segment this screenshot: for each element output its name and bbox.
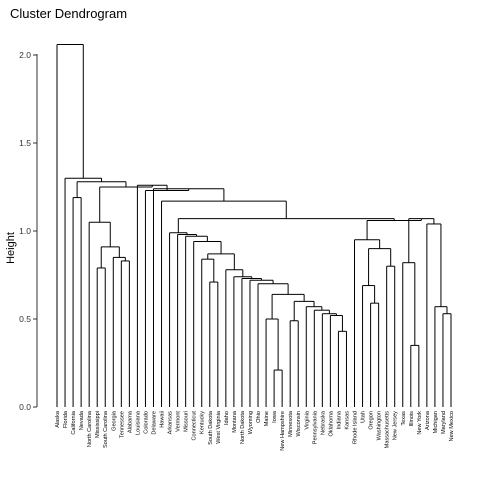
leaf-label: Pennsylvania	[312, 410, 318, 444]
leaf-label: Massachusetts	[385, 411, 391, 449]
y-tick-label-1: 0.5	[19, 314, 31, 324]
chart-title: Cluster Dendrogram	[10, 6, 127, 21]
leaf-label: California	[71, 410, 77, 435]
y-axis-label: Height	[5, 232, 17, 264]
leaf-label: Wyoming	[248, 411, 254, 434]
y-tick-label-0: 0.0	[19, 402, 31, 412]
leaf-label: New Jersey	[393, 411, 399, 440]
leaf-label: North Carolina	[87, 410, 93, 447]
leaf-label: Rhode Island	[353, 411, 359, 444]
leaf-label: Virginia	[304, 410, 310, 429]
leaf-label: West Virginia	[216, 410, 222, 444]
leaf-label: Arizona	[425, 410, 431, 430]
dendrogram-tree	[56, 43, 452, 407]
leaf-label: Oklahoma	[328, 410, 334, 436]
leaf-label: Maryland	[441, 411, 447, 434]
leaf-label: North Dakota	[240, 410, 246, 444]
y-tick-label-2: 1.0	[19, 226, 31, 236]
leaf-label: Alaska	[55, 410, 61, 428]
y-tick-label-4: 2.0	[19, 50, 31, 60]
leaf-label: Wisconsin	[296, 411, 302, 437]
leaf-label: Oregon	[369, 411, 375, 430]
leaf-label: Texas	[401, 411, 407, 426]
leaf-labels: Alaska Florida California Nevada North Carol…	[55, 410, 455, 451]
leaf-label: Michigan	[433, 411, 439, 433]
leaf-label: Louisiana	[135, 410, 141, 435]
leaf-label: Alabama	[127, 410, 133, 433]
leaf-label: Colorado	[143, 411, 149, 434]
leaf-label: Iowa	[272, 410, 278, 423]
leaf-label: Utah	[361, 411, 367, 423]
leaf-label: South Carolina	[103, 410, 109, 448]
leaf-label: Nebraska	[320, 410, 326, 435]
leaf-label: Idaho	[224, 411, 230, 425]
leaf-label: Missouri	[184, 411, 190, 432]
leaf-label: Montana	[232, 410, 238, 433]
leaf-label: Kansas	[344, 411, 350, 430]
leaf-label: Arkansas	[168, 411, 174, 435]
y-axis: 0.0 0.5 1.0 1.5 2.0	[19, 50, 38, 412]
leaf-label: Washington	[377, 411, 383, 440]
leaf-label: Georgia	[111, 410, 117, 431]
leaf-label: New York	[417, 411, 423, 435]
leaf-label: Connecticut	[192, 411, 198, 441]
leaf-label: New Hampshire	[280, 411, 286, 451]
leaf-label: Mississippi	[95, 411, 101, 438]
leaf-label: Vermont	[176, 411, 182, 432]
leaf-label: Maine	[264, 411, 270, 426]
leaf-label: Delaware	[151, 411, 157, 435]
leaf-label: New Mexico	[449, 411, 455, 441]
leaf-label: Illinois	[409, 411, 415, 427]
leaf-label: Minnesota	[288, 410, 294, 437]
leaf-label: Nevada	[79, 410, 85, 430]
leaf-label: Tennessee	[119, 411, 125, 438]
leaf-label: Florida	[63, 410, 69, 428]
leaf-label: Indiana	[336, 410, 342, 429]
leaf-label: South Dakota	[208, 410, 214, 445]
leaf-label: Hawaii	[160, 411, 166, 428]
leaf-label: Ohio	[256, 411, 262, 423]
leaf-label: Kentucky	[200, 411, 206, 434]
y-tick-label-3: 1.5	[19, 138, 31, 148]
